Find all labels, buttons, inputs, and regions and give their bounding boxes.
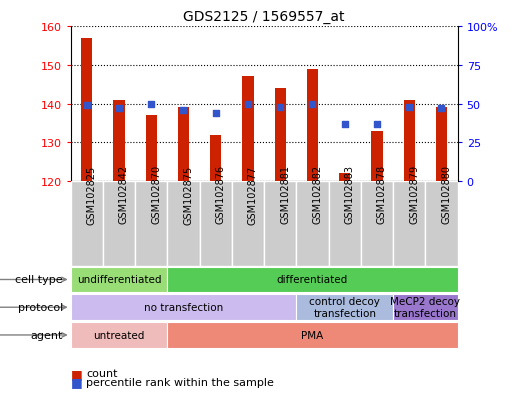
FancyBboxPatch shape bbox=[232, 182, 264, 266]
Text: count: count bbox=[86, 368, 118, 378]
FancyBboxPatch shape bbox=[297, 182, 328, 266]
FancyBboxPatch shape bbox=[393, 182, 425, 266]
Point bbox=[340, 121, 349, 128]
Text: GSM102876: GSM102876 bbox=[216, 165, 226, 224]
Text: no transfection: no transfection bbox=[144, 302, 223, 313]
Point bbox=[147, 101, 155, 107]
Text: untreated: untreated bbox=[93, 330, 145, 340]
Text: GSM102878: GSM102878 bbox=[377, 165, 387, 224]
Text: ■: ■ bbox=[71, 367, 82, 380]
FancyBboxPatch shape bbox=[167, 322, 458, 348]
Text: ■: ■ bbox=[71, 375, 82, 388]
Title: GDS2125 / 1569557_at: GDS2125 / 1569557_at bbox=[184, 10, 345, 24]
Text: GSM102880: GSM102880 bbox=[441, 165, 451, 224]
Text: control decoy
transfection: control decoy transfection bbox=[309, 297, 380, 318]
Text: percentile rank within the sample: percentile rank within the sample bbox=[86, 377, 274, 387]
Point bbox=[244, 101, 252, 107]
FancyBboxPatch shape bbox=[361, 182, 393, 266]
Text: GSM102877: GSM102877 bbox=[248, 165, 258, 224]
Bar bbox=[210, 135, 221, 182]
Text: agent: agent bbox=[30, 330, 63, 340]
Point bbox=[179, 107, 188, 114]
FancyBboxPatch shape bbox=[328, 182, 361, 266]
Point bbox=[373, 121, 381, 128]
Bar bbox=[404, 100, 415, 182]
Point bbox=[309, 101, 317, 107]
Text: MeCP2 decoy
transfection: MeCP2 decoy transfection bbox=[390, 297, 460, 318]
Bar bbox=[242, 77, 254, 182]
FancyBboxPatch shape bbox=[71, 322, 167, 348]
FancyBboxPatch shape bbox=[167, 267, 458, 293]
Bar bbox=[145, 116, 157, 182]
Bar bbox=[339, 174, 350, 182]
Bar bbox=[81, 38, 93, 182]
Bar bbox=[371, 131, 383, 182]
Text: undifferentiated: undifferentiated bbox=[77, 275, 161, 285]
Point bbox=[405, 104, 413, 111]
Text: cell type: cell type bbox=[15, 275, 63, 285]
Text: GSM102842: GSM102842 bbox=[119, 165, 129, 224]
Point bbox=[437, 106, 446, 112]
Text: GSM102879: GSM102879 bbox=[409, 165, 419, 224]
Text: GSM102825: GSM102825 bbox=[87, 165, 97, 224]
Point bbox=[83, 102, 91, 109]
FancyBboxPatch shape bbox=[297, 294, 393, 320]
Text: PMA: PMA bbox=[301, 330, 324, 340]
Text: protocol: protocol bbox=[17, 302, 63, 313]
FancyBboxPatch shape bbox=[71, 294, 297, 320]
FancyBboxPatch shape bbox=[425, 182, 458, 266]
Point bbox=[115, 106, 123, 112]
FancyBboxPatch shape bbox=[71, 267, 167, 293]
Bar bbox=[436, 108, 447, 182]
Text: GSM102881: GSM102881 bbox=[280, 165, 290, 224]
Text: GSM102882: GSM102882 bbox=[313, 165, 323, 224]
FancyBboxPatch shape bbox=[167, 182, 200, 266]
Bar bbox=[275, 89, 286, 182]
FancyBboxPatch shape bbox=[135, 182, 167, 266]
Text: GSM102870: GSM102870 bbox=[151, 165, 161, 224]
Point bbox=[276, 104, 285, 111]
Bar bbox=[178, 108, 189, 182]
Point bbox=[211, 110, 220, 117]
FancyBboxPatch shape bbox=[200, 182, 232, 266]
Text: differentiated: differentiated bbox=[277, 275, 348, 285]
FancyBboxPatch shape bbox=[393, 294, 458, 320]
Bar bbox=[113, 100, 124, 182]
FancyBboxPatch shape bbox=[264, 182, 297, 266]
FancyBboxPatch shape bbox=[103, 182, 135, 266]
Text: GSM102883: GSM102883 bbox=[345, 165, 355, 224]
FancyBboxPatch shape bbox=[71, 182, 103, 266]
Bar bbox=[307, 69, 318, 182]
Text: GSM102875: GSM102875 bbox=[184, 165, 194, 224]
